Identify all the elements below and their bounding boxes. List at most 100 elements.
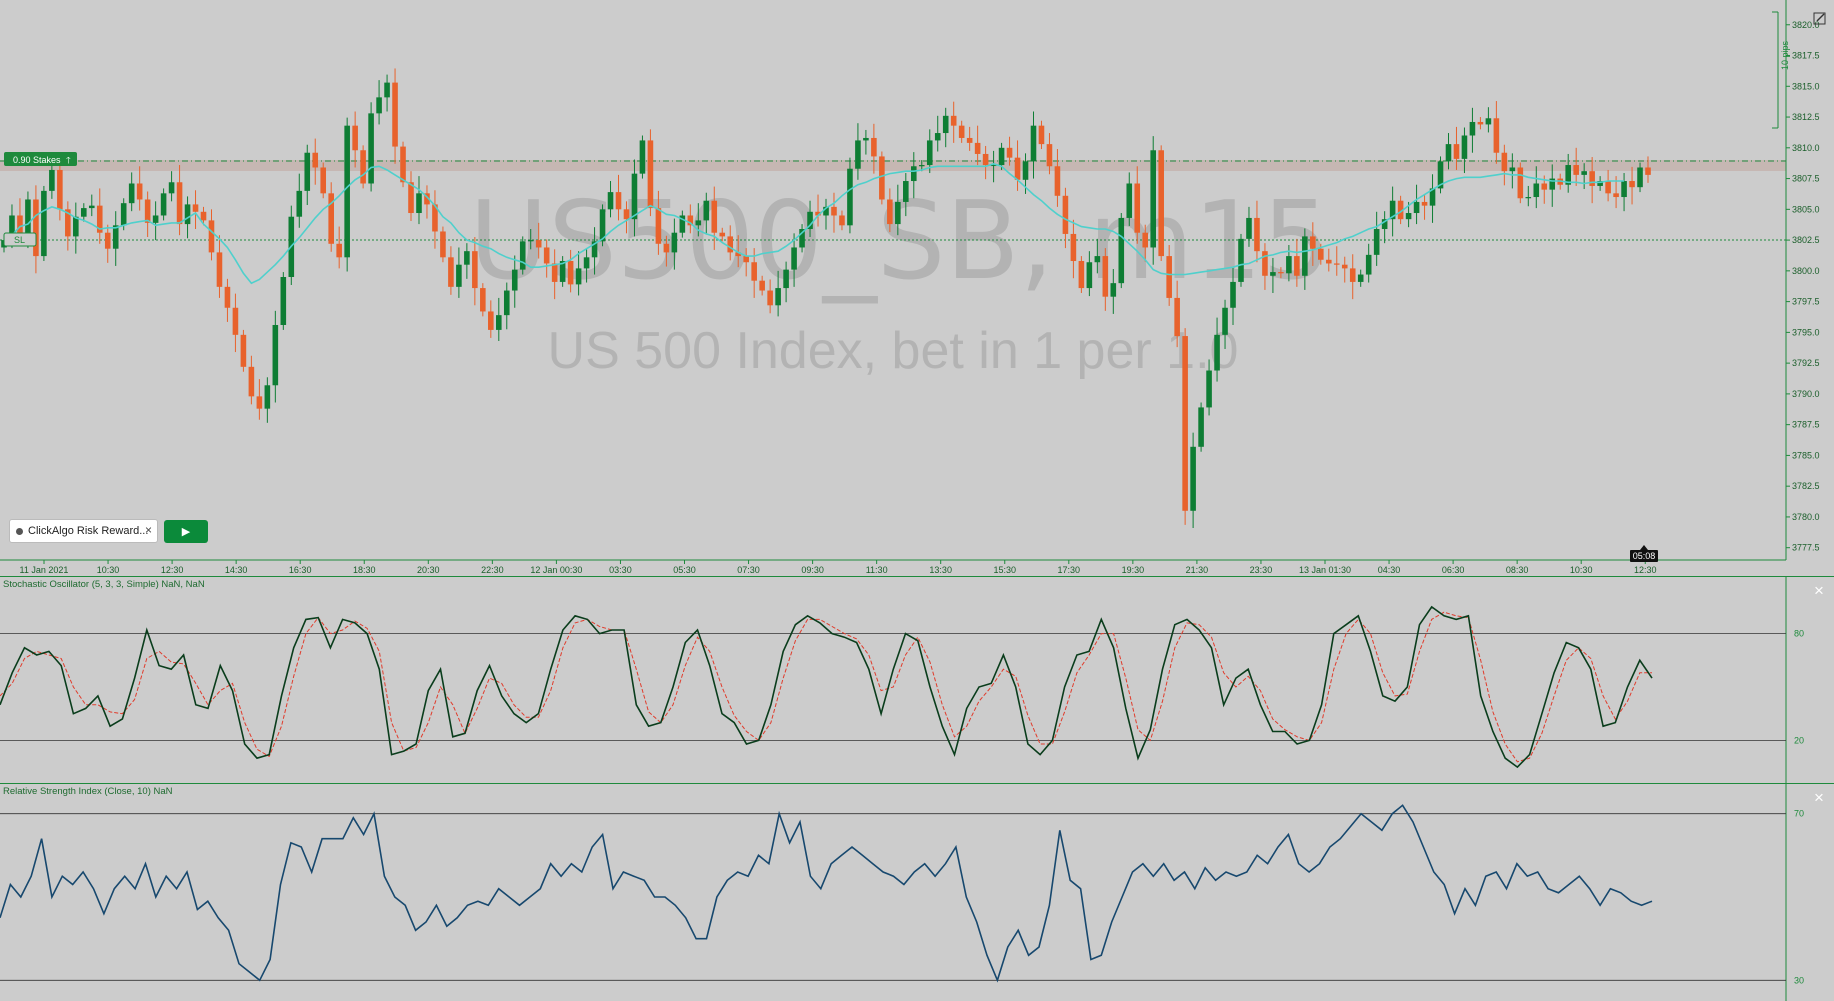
candle-body [1549, 178, 1556, 190]
candle-body [304, 152, 311, 191]
candle-body [535, 240, 542, 248]
candle-body [1485, 118, 1492, 125]
candle-body [519, 241, 526, 270]
plugin-button[interactable]: ClickAlgo Risk Reward... × [9, 519, 158, 543]
candle-body [1565, 165, 1571, 185]
time-tick-label: 14:30 [225, 565, 248, 575]
candle-body [1469, 121, 1476, 136]
candle-body [1318, 248, 1324, 260]
candle-body [791, 247, 797, 270]
candle-body [240, 334, 247, 367]
candle-body [1525, 197, 1532, 199]
candle-body [607, 192, 614, 210]
stake-label[interactable]: 0.90 Stakes 🡑 [4, 152, 77, 166]
plugin-play-button[interactable]: ▶ [164, 520, 208, 543]
price-tick-label: 3795.0 [1792, 327, 1820, 337]
price-tick-label: 3817.5 [1792, 51, 1820, 61]
plugin-status-icon [16, 527, 23, 535]
candle-body [1302, 236, 1308, 276]
price-tick-label: 3782.5 [1792, 481, 1820, 491]
candle-body [1014, 157, 1021, 180]
rsi-level-70-label: 70 [1794, 809, 1804, 819]
candle-body [639, 140, 646, 174]
candle-body [488, 311, 494, 330]
stochastic-panel[interactable]: Stochastic Oscillator (5, 3, 3, Simple) … [0, 576, 1834, 783]
candle-body [1613, 193, 1619, 198]
candle-body [679, 215, 686, 233]
candle-body [320, 167, 327, 194]
candle-body [96, 205, 103, 233]
stochastic-level-80-label: 80 [1794, 629, 1804, 639]
candle-body [823, 206, 829, 216]
candle-body [1461, 135, 1468, 159]
watermark-description: US 500 Index, bet in 1 per 1.0 [548, 322, 1239, 380]
candle-body [1238, 238, 1244, 282]
candle-body [1246, 217, 1252, 239]
candle-body [687, 215, 694, 226]
time-tick-label: 05:30 [673, 565, 696, 575]
candle-body [1325, 259, 1332, 264]
plugin-close-icon[interactable]: × [144, 523, 152, 537]
sl-label[interactable]: SL [3, 232, 37, 247]
candle-body [1429, 188, 1436, 206]
rsi-close-icon[interactable]: × [1814, 788, 1824, 807]
candle-body [1254, 217, 1260, 252]
candle-body [1341, 264, 1348, 269]
candle-body [567, 261, 574, 285]
candle-body [903, 181, 909, 202]
price-chart[interactable]: US500_SB, m15 US 500 Index, bet in 1 per… [0, 0, 1834, 576]
candle-body [88, 205, 95, 209]
candle-body [112, 225, 119, 249]
price-axis[interactable]: 3820.0 3817.5 3815.0 3812.5 3810.0 3807.5 3805… [1786, 20, 1820, 553]
stochastic-close-icon[interactable]: × [1814, 581, 1824, 600]
candle-body [839, 215, 845, 226]
candle-body [416, 193, 422, 214]
candle-body [1150, 150, 1157, 248]
candle-body [1286, 256, 1292, 274]
candle-body [1310, 236, 1316, 249]
sl-label-text: SL [14, 235, 25, 245]
time-tick-label: 08:30 [1506, 565, 1529, 575]
candle-body [1589, 171, 1595, 186]
candle-body [663, 243, 670, 253]
candle-body [759, 280, 765, 291]
candle-body [1158, 150, 1164, 257]
time-tick-label: 20:30 [417, 565, 440, 575]
candle-body [1038, 125, 1045, 145]
candle-body [65, 209, 71, 237]
candle-body [1030, 125, 1037, 162]
moving-average-line [3, 162, 1625, 285]
candle-body [1445, 144, 1452, 162]
time-axis[interactable]: 11 Jan 2021 10:30 12:30 14:30 16:30 18:30 20:3… [20, 560, 1657, 575]
candle-body [480, 288, 486, 312]
candle-body [887, 199, 893, 225]
candle-body [543, 247, 550, 264]
candle-body [392, 82, 398, 147]
candle-body [144, 199, 151, 223]
candle-body [918, 165, 925, 167]
candle-body [104, 232, 111, 249]
candle-body [910, 166, 917, 182]
time-tick-label: 12 Jan 00:30 [530, 565, 582, 575]
price-tick-label: 3792.5 [1792, 358, 1820, 368]
candle-body [264, 385, 271, 409]
candle-body [1110, 283, 1117, 297]
candle-body [1381, 219, 1388, 230]
candle-body [25, 199, 31, 234]
candle-body [879, 156, 885, 200]
candle-body [926, 140, 933, 166]
price-tick-label: 3815.0 [1792, 81, 1820, 91]
edit-icon[interactable] [1813, 12, 1826, 25]
candle-body [1573, 165, 1579, 175]
candle-body [296, 190, 303, 217]
candle-body [767, 290, 773, 306]
candle-body [440, 231, 446, 258]
rsi-line [0, 804, 1653, 983]
candle-body [495, 315, 502, 330]
candle-body [950, 115, 957, 126]
candle-body [1142, 232, 1149, 248]
price-tick-label: 3790.0 [1792, 389, 1820, 399]
price-tick-label: 3805.0 [1792, 204, 1820, 214]
rsi-panel[interactable]: Relative Strength Index (Close, 10) NaN … [0, 783, 1834, 1001]
candle-body [232, 307, 239, 335]
